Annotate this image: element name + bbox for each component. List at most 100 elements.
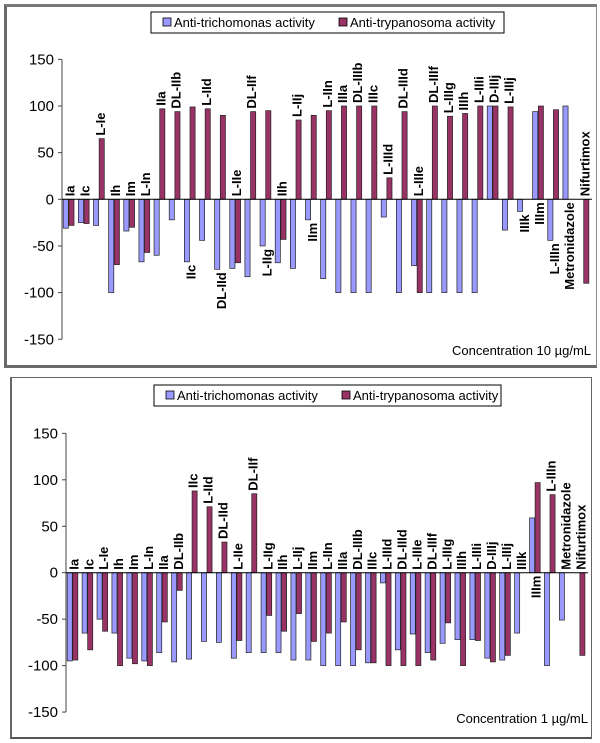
category-label: DL-IIf: [245, 457, 260, 491]
bar-trichomonas-DL-IIId: [396, 198, 402, 293]
bar-trypanosoma-IIIc: [371, 105, 378, 200]
legend-label-2: Anti-trypanosoma activity: [350, 15, 496, 30]
bar-trichomonas-L-IIIi: [469, 572, 476, 640]
category-label: DL-IIf: [244, 75, 259, 109]
category-label: L-IIn: [320, 542, 335, 569]
bar-trypanosoma-D-IIIj: [490, 572, 496, 663]
bar-trichomonas-IIIk: [517, 198, 523, 212]
category-label: L-IIIg: [441, 82, 456, 113]
category-label: IIIm: [532, 202, 547, 224]
category-label: L-IIIe: [411, 166, 426, 196]
bar-trypanosoma-L-IIe: [236, 572, 243, 641]
bar-trypanosoma-DL-IIf: [251, 493, 258, 574]
bar-trichomonas-DL-IIf: [244, 198, 251, 278]
bar-trypanosoma-DL-IId: [219, 114, 226, 200]
category-label: L-IIj: [290, 547, 305, 570]
bar-trypanosoma-L-IIIe: [415, 572, 422, 666]
bar-trichomonas-DL-IIb: [168, 198, 175, 221]
y-tick-label: 0: [46, 191, 54, 208]
bar-trypanosoma-L-In: [144, 198, 151, 253]
category-label: Nifurtimox: [577, 131, 592, 197]
bar-trichomonas-L-IIe: [230, 572, 237, 659]
y-tick-label: -150: [28, 704, 58, 721]
category-label: DL-IId: [214, 272, 229, 309]
category-label: Im: [123, 181, 138, 196]
bar-trypanosoma-Ih: [117, 572, 123, 666]
legend-label-1: Anti-trichomonas activity: [174, 15, 315, 30]
bar-trichomonas-IIIa: [335, 572, 342, 666]
bar-trypanosoma-DL-IIb: [176, 572, 183, 591]
bar-trichomonas-DL-IIIf: [424, 572, 431, 653]
legend: Anti-trichomonas activity Anti-trypanosom…: [153, 384, 502, 407]
bar-trichomonas-IIIc: [365, 572, 371, 664]
bar-trichomonas-L-IIIn: [544, 572, 550, 666]
bar-trichomonas-IIIh: [454, 572, 461, 640]
category-label: Ia: [63, 185, 78, 197]
category-label: Metronidazole: [562, 202, 577, 289]
category-label: Ih: [108, 185, 123, 197]
category-label: IIIa: [335, 84, 350, 103]
y-tick-label: -150: [24, 331, 54, 348]
category-label: IIm: [305, 223, 320, 242]
bar-trypanosoma-L-IIg: [265, 110, 272, 200]
chart-panel-1ugml: Anti-trichomonas activity Anti-trypanosom…: [10, 377, 592, 739]
bar-chart-1ugml: Anti-trichomonas activity Anti-trypanosom…: [28, 384, 588, 726]
y-tick-label: -100: [24, 285, 54, 302]
bar-trichomonas-L-IIj: [290, 198, 296, 269]
category-label: Nifurtimox: [573, 504, 588, 570]
bar-trypanosoma-DL-IIId: [401, 111, 408, 200]
bar-trypanosoma-L-IIn: [325, 572, 332, 634]
chart-panel-10ugml: Anti-trichomonas activity Anti-trypanosom…: [4, 4, 597, 368]
bar-trypanosoma-IIh: [281, 572, 287, 632]
category-label: IIa: [153, 91, 168, 106]
y-tick-label: 150: [33, 425, 58, 442]
bar-trypanosoma-L-IId: [206, 506, 213, 574]
bar-trypanosoma-Im: [132, 572, 138, 665]
bar-trichomonas-L-Ie: [96, 572, 103, 620]
bar-trypanosoma-IIIm: [534, 482, 541, 574]
bar-trypanosoma-L-IIIn: [549, 494, 556, 574]
bar-trypanosoma-L-Ie: [98, 138, 105, 200]
category-label: L-IIIn: [547, 243, 562, 274]
bar-trichomonas-IIa: [156, 572, 163, 653]
category-label: L-IIg: [260, 542, 275, 569]
bar-trypanosoma-L-IIIg: [447, 115, 453, 200]
bar-trypanosoma-L-IIe: [235, 198, 241, 264]
bar-trypanosoma-IIc: [191, 490, 198, 574]
bar-trichomonas-L-IIIg: [441, 198, 448, 293]
bar-trichomonas-Im: [123, 198, 130, 232]
bar-trichomonas-L-IIIg: [439, 572, 446, 644]
bar-trichomonas-IIh: [274, 198, 281, 264]
bar-trichomonas-DL-IId: [215, 572, 222, 643]
bar-trypanosoma-IIIh: [460, 572, 466, 666]
bar-trypanosoma-L-Ie: [102, 572, 109, 632]
bar-trichomonas-L-IIj: [290, 572, 297, 661]
bar-trichomonas-DL-IIIb: [350, 572, 356, 666]
category-label: DL-IIIb: [350, 529, 365, 569]
bar-trichomonas-L-In: [141, 572, 148, 662]
bar-trichomonas-L-IId: [199, 198, 205, 241]
bar-trypanosoma-L-IIId: [386, 177, 393, 200]
bar-trichomonas-DL-IId: [214, 198, 221, 270]
bar-trichomonas-DL-IIb: [171, 572, 178, 663]
y-tick-label: 0: [50, 565, 58, 582]
bar-trichomonas-IIc: [186, 572, 192, 660]
bar-trichomonas-IIIm: [529, 517, 535, 574]
bar-trichomonas-L-IIIn: [547, 198, 554, 241]
y-tick-label: 50: [37, 145, 54, 162]
bar-trypanosoma-Ih: [113, 198, 120, 265]
category-label: L-IIj: [290, 94, 305, 117]
bar-trypanosoma-L-IIj: [296, 572, 302, 614]
legend-swatch-1: [162, 17, 172, 27]
bar-trichomonas-L-IIId: [380, 572, 386, 584]
bar-trichomonas-IIIm: [532, 111, 539, 200]
bar-trichomonas-Metronidazole: [562, 105, 569, 200]
category-label: Ic: [78, 185, 93, 196]
bar-trypanosoma-L-IIj: [295, 119, 302, 200]
category-label: IIc: [186, 473, 201, 487]
bar-trypanosoma-Ic: [87, 572, 94, 651]
bar-trypanosoma-L-IIIn: [553, 109, 559, 200]
category-label: L-IIIj: [502, 77, 517, 104]
y-tick-label: 100: [29, 98, 54, 115]
category-label: DL-IIIf: [424, 532, 439, 569]
